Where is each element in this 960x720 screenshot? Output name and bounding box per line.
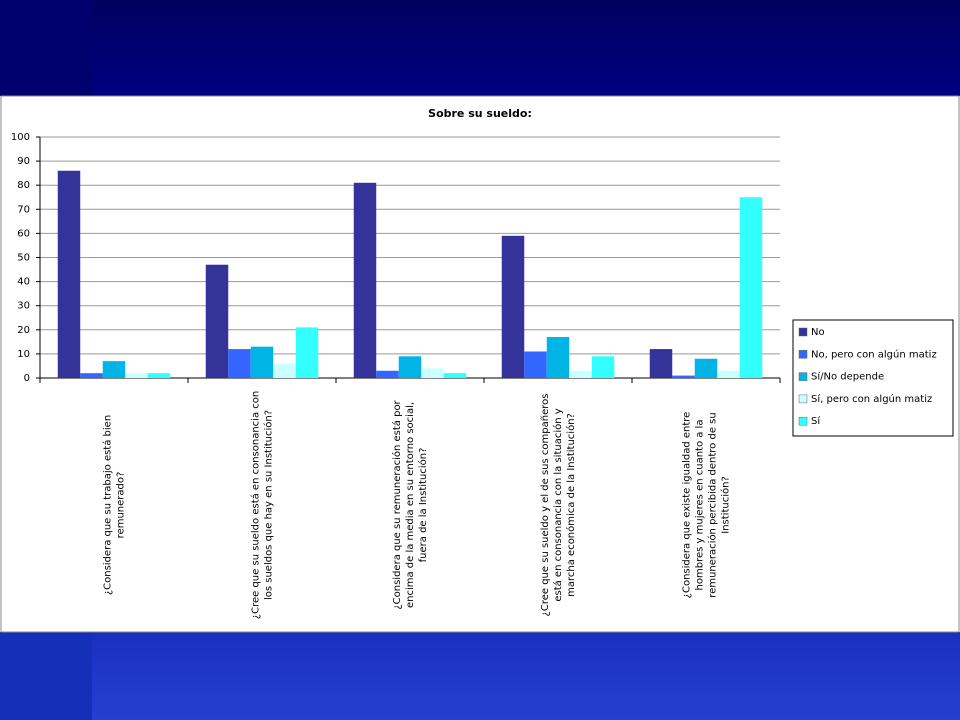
bar [376, 370, 399, 378]
bar [501, 235, 525, 378]
bar [421, 368, 444, 378]
y-tick-label: 40 [17, 277, 30, 288]
slide-stripe [0, 0, 92, 96]
bar [273, 363, 296, 378]
slide-stripe [0, 632, 92, 720]
bar [524, 351, 547, 378]
bar [147, 373, 171, 378]
y-tick-label: 50 [17, 253, 30, 264]
bar [228, 349, 251, 378]
x-tick-label: ¿Cree que su sueldo y el de sus compañer… [540, 394, 577, 617]
bar [649, 349, 673, 378]
bar [205, 264, 229, 378]
legend-label: No, pero con algún matiz [811, 348, 937, 360]
bar [125, 373, 148, 378]
legend-label: Sí [811, 415, 821, 427]
bar [80, 373, 103, 378]
bar [295, 327, 319, 378]
legend-swatch [798, 350, 808, 359]
y-tick-label: 90 [17, 156, 30, 167]
bar [57, 170, 81, 378]
legend-swatch [798, 416, 808, 426]
y-tick-label: 100 [11, 132, 30, 143]
bar [694, 358, 718, 378]
x-tick-label: ¿Cree que su sueldo está en consonancia … [250, 391, 275, 619]
chart-title: Sobre su sueldo: [428, 107, 532, 120]
bar [353, 182, 377, 378]
x-tick-label: ¿Considera que su trabajo está bien remun… [102, 415, 127, 595]
bar [717, 370, 740, 378]
y-tick-label: 0 [24, 373, 30, 384]
legend-label: Sí, pero con algún matiz [811, 393, 932, 405]
bar [739, 197, 763, 378]
bar [591, 356, 615, 378]
y-tick-label: 30 [17, 301, 30, 312]
bar [102, 361, 126, 378]
x-tick-label: ¿Considera que su remuneración está por e… [391, 399, 429, 609]
bar [398, 356, 422, 378]
bar [672, 375, 695, 378]
y-tick-label: 20 [17, 325, 30, 336]
bar [250, 346, 274, 378]
legend-swatch [798, 372, 808, 381]
legend-label: Sí/No depende [811, 371, 884, 383]
x-tick-label: ¿Considera que existe igualdad entre homb… [682, 412, 732, 599]
y-tick-label: 60 [17, 228, 30, 239]
legend-box [792, 319, 954, 437]
y-tick-label: 70 [17, 204, 30, 215]
legend-swatch [798, 394, 808, 404]
bar [569, 370, 592, 378]
legend-label: No [811, 327, 825, 338]
bar [546, 337, 570, 378]
slide-bottom [0, 632, 960, 720]
y-tick-label: 80 [17, 180, 30, 191]
y-tick-label: 10 [17, 349, 30, 360]
legend-swatch [798, 327, 808, 337]
bar [443, 373, 467, 378]
slide-top [0, 0, 960, 96]
